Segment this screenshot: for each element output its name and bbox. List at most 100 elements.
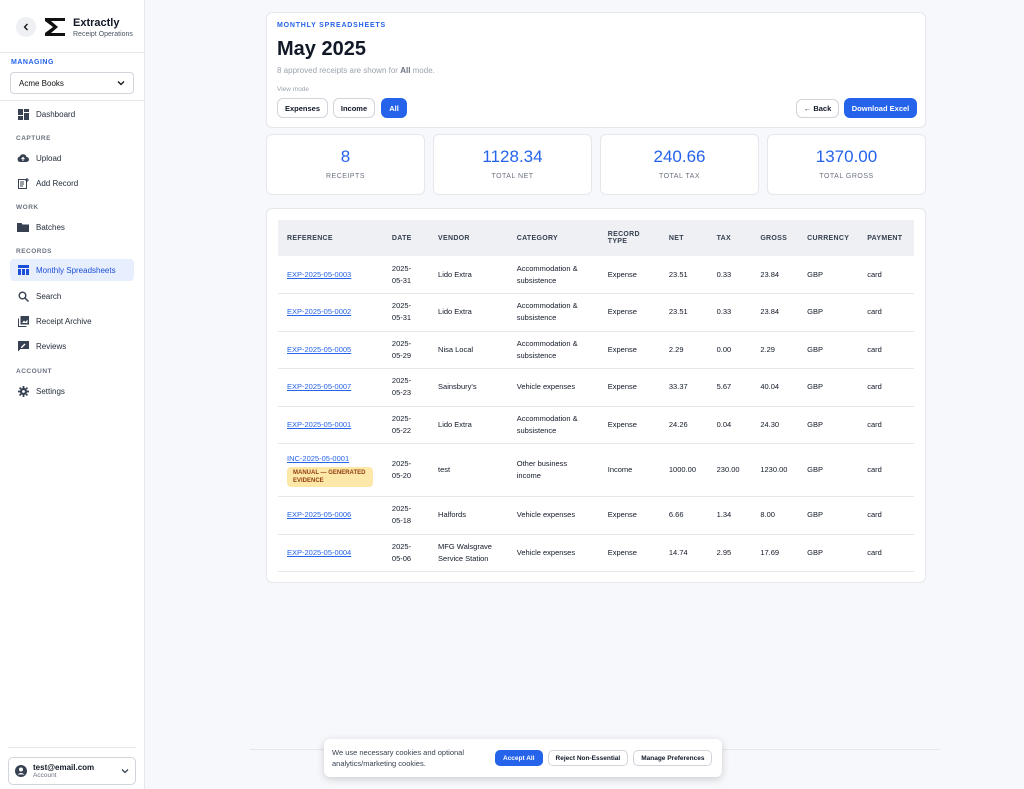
divider: [8, 747, 136, 748]
reference-link[interactable]: INC-2025-05-0001: [287, 454, 350, 463]
sidebar-item-reviews[interactable]: Reviews: [10, 335, 134, 357]
table-row: EXP-2025-05-0007 2025-05-23 Sainsbury's Veh…: [278, 368, 914, 407]
sidebar-item-search[interactable]: Search: [10, 285, 134, 307]
accept-all-cookies-button[interactable]: Accept All: [495, 750, 543, 766]
table-row: EXP-2025-05-0002 2025-05-31 Lido Extra Acco…: [278, 293, 914, 332]
mode-all-button[interactable]: All: [381, 98, 407, 118]
cell-category: Vehicle expenses: [507, 496, 599, 535]
sidebar-item-settings[interactable]: Settings: [10, 380, 134, 402]
cell-type: Expense: [598, 293, 660, 332]
cell-vendor: Halfords: [429, 496, 508, 535]
section-label-account: ACCOUNT: [16, 368, 52, 375]
table-row: EXP-2025-05-0003 2025-05-31 Lido Extra Acco…: [278, 256, 914, 294]
cell-category: Accommodation & subsistence: [507, 331, 599, 369]
manage-cookie-preferences-button[interactable]: Manage Preferences: [633, 750, 713, 766]
cell-tax: 1.34: [707, 496, 752, 535]
cell-vendor: Lido Extra: [429, 406, 508, 444]
column-header: GROSS: [760, 234, 788, 242]
cell-date: 2025-05-20: [382, 443, 430, 497]
reference-link[interactable]: EXP-2025-05-0006: [287, 510, 352, 520]
reference-link[interactable]: EXP-2025-05-0004: [287, 547, 352, 557]
cell-date: 2025-05-06: [382, 534, 430, 572]
cell-type: Expense: [598, 256, 660, 294]
cell-currency: GBP: [798, 293, 859, 332]
table-row: INC-2025-05-0001 MANUAL — GENERATED EVIDE…: [278, 443, 914, 497]
column-header: VENDOR: [438, 234, 470, 242]
sidebar-item-dashboard[interactable]: Dashboard: [10, 103, 134, 125]
sidebar-item-receipt-archive[interactable]: Receipt Archive: [10, 310, 134, 332]
column-header: RECORD TYPE: [607, 231, 640, 245]
cell-reference: EXP-2025-05-0001: [278, 406, 383, 444]
cell-currency: GBP: [798, 331, 859, 369]
column-header: CURRENCY: [807, 234, 850, 242]
mode-income-button[interactable]: Income: [333, 98, 375, 118]
reference-link[interactable]: EXP-2025-05-0001: [287, 419, 352, 429]
page-header-card: MONTHLY SPREADSHEETS May 2025 8 approved…: [266, 12, 926, 128]
divider: [0, 100, 145, 101]
account-menu[interactable]: test@email.com Account: [8, 757, 136, 785]
sidebar-item-label: Upload: [36, 153, 62, 163]
collapse-sidebar-button[interactable]: [16, 17, 36, 37]
reject-non-essential-cookies-button[interactable]: Reject Non-Essential: [547, 750, 629, 766]
reference-link[interactable]: EXP-2025-05-0002: [287, 307, 352, 317]
receipts-info-text: 8 approved receipts are shown for All mo…: [277, 66, 435, 75]
column-header: CATEGORY: [516, 234, 559, 242]
cell-vendor: Lido Extra: [429, 293, 508, 332]
reference-link[interactable]: EXP-2025-05-0003: [287, 269, 352, 279]
table-row: EXP-2025-05-0005 2025-05-29 Nisa Local Acco…: [278, 331, 914, 369]
cell-tax: 0.00: [707, 331, 752, 369]
reference-link[interactable]: EXP-2025-05-0005: [287, 344, 352, 354]
manual-evidence-badge: MANUAL — GENERATED EVIDENCE: [287, 467, 373, 487]
cell-gross: 1230.00: [751, 443, 799, 497]
cell-date: 2025-05-23: [382, 368, 430, 407]
table-header-row: REFERENCE DATE VENDOR CATEGORY RECORD TY…: [278, 220, 914, 256]
cell-tax: 230.00: [707, 443, 752, 497]
cell-vendor: test: [429, 443, 508, 497]
cell-category: Vehicle expenses: [507, 368, 599, 407]
cell-type: Expense: [598, 534, 660, 572]
organization-select[interactable]: Acme Books: [10, 72, 134, 94]
chevron-left-icon: [23, 23, 28, 31]
cell-reference: EXP-2025-05-0007: [278, 368, 383, 407]
sidebar-item-monthly-spreadsheets[interactable]: Monthly Spreadsheets: [10, 259, 134, 281]
cell-reference: INC-2025-05-0001 MANUAL — GENERATED EVIDE…: [278, 443, 383, 497]
cell-tax: 0.04: [707, 406, 752, 444]
cell-gross: 23.84: [751, 293, 799, 332]
receipts-table-card: REFERENCE DATE VENDOR CATEGORY RECORD TY…: [266, 208, 926, 583]
stat-card-total-gross: 1370.00 TOTAL GROSS: [767, 134, 926, 195]
sidebar-item-batches[interactable]: Batches: [10, 216, 134, 238]
brand: Extractly Receipt Operations: [16, 16, 133, 38]
cookie-banner: We use necessary cookies and optional an…: [324, 739, 722, 777]
cell-currency: GBP: [798, 256, 859, 294]
sidebar-item-upload[interactable]: Upload: [10, 147, 134, 169]
stat-value: 8: [340, 147, 351, 166]
cell-net: 14.74: [659, 534, 708, 572]
cloud-upload-icon: [17, 152, 29, 164]
cell-tax: 2.95: [707, 534, 752, 572]
mode-expenses-button[interactable]: Expenses: [277, 98, 328, 118]
info-mode: All: [400, 66, 411, 75]
sidebar-item-label: Receipt Archive: [36, 316, 92, 326]
cell-reference: EXP-2025-05-0003: [278, 256, 383, 294]
sidebar-item-label: Monthly Spreadsheets: [36, 265, 116, 275]
section-label-records: RECORDS: [16, 248, 53, 255]
cell-gross: 24.30: [751, 406, 799, 444]
column-header: DATE: [391, 234, 412, 242]
cell-gross: 23.84: [751, 256, 799, 294]
folder-icon: [17, 221, 29, 233]
cell-net: 1000.00: [659, 443, 708, 497]
gear-icon: [17, 385, 29, 397]
back-button[interactable]: ← Back: [796, 99, 839, 118]
cell-vendor: Lido Extra: [429, 256, 508, 294]
cell-gross: 40.04: [751, 368, 799, 407]
sidebar-item-add-record[interactable]: Add Record: [10, 172, 134, 194]
cell-payment: card: [858, 534, 914, 572]
app-name: Extractly: [73, 16, 120, 29]
cell-vendor: Nisa Local: [429, 331, 508, 369]
search-icon: [17, 290, 29, 302]
cell-date: 2025-05-31: [382, 293, 430, 332]
download-excel-button[interactable]: Download Excel: [844, 98, 917, 118]
reference-link[interactable]: EXP-2025-05-0007: [287, 382, 352, 392]
cell-date: 2025-05-18: [382, 496, 430, 535]
sidebar-item-label: Settings: [36, 386, 65, 396]
